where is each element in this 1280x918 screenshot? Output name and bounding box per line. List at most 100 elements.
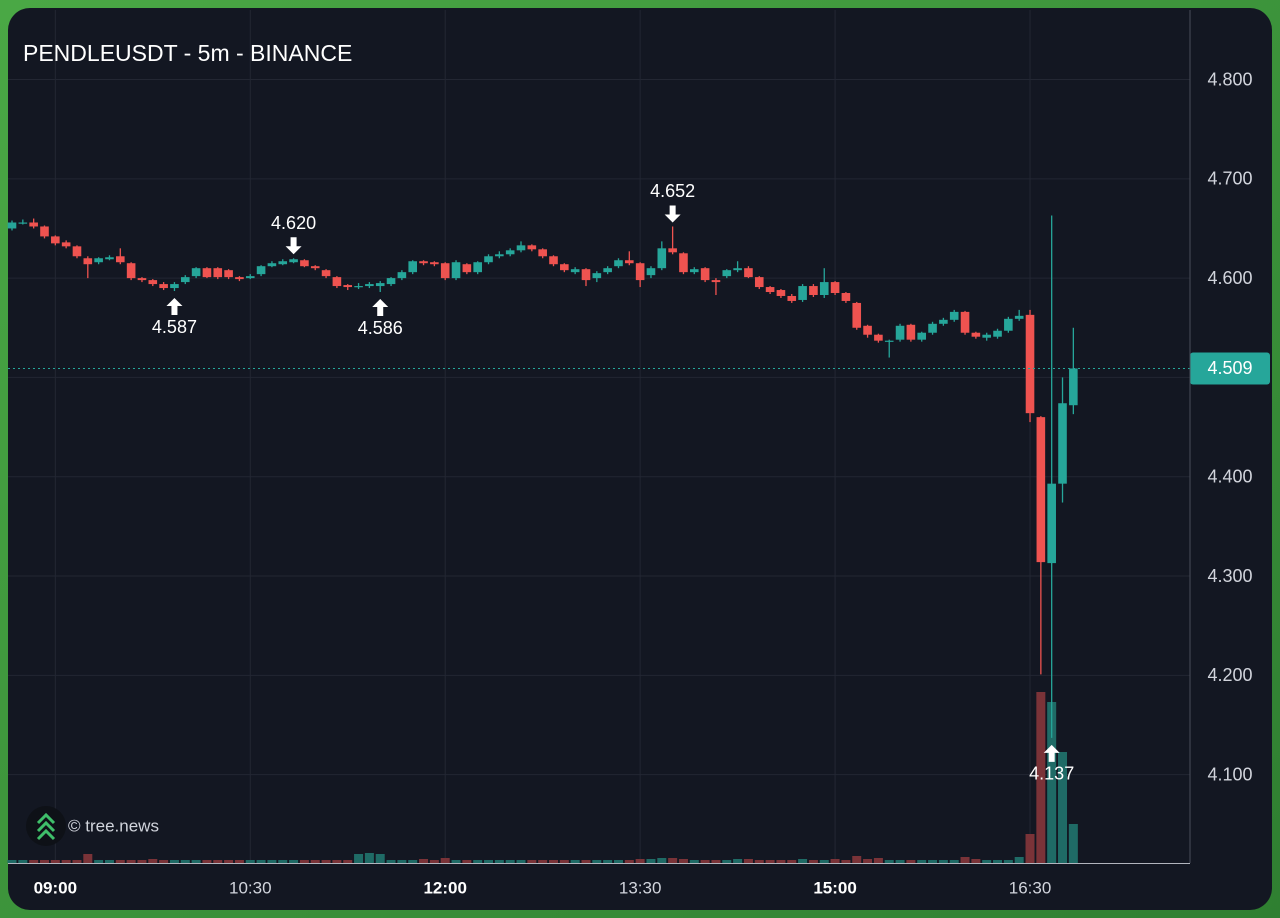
candle-body [397, 272, 407, 279]
volume-bar [570, 860, 580, 863]
candle-body [29, 222, 38, 227]
candle-body [419, 261, 428, 264]
candle-body [939, 319, 948, 324]
candle-body [1069, 368, 1078, 406]
volume-bar [1068, 824, 1078, 863]
candle-body [365, 284, 374, 287]
candle-body [94, 258, 103, 263]
last-price-label: 4.509 [1207, 358, 1252, 378]
volume-bar [289, 860, 299, 863]
volume-bar [29, 860, 39, 863]
x-tick-label: 15:00 [813, 878, 856, 897]
volume-bar [971, 859, 981, 863]
candle-body [917, 332, 927, 340]
y-tick-label: 4.700 [1207, 169, 1252, 189]
volume-bar [310, 860, 320, 863]
volume-bar [581, 860, 591, 863]
candle-body [191, 268, 201, 277]
volume-bar [462, 860, 472, 863]
candle-body [354, 286, 363, 288]
candle-body [213, 268, 223, 278]
volume-bar [408, 860, 418, 863]
volume-bar [743, 859, 753, 863]
candle-body [72, 246, 82, 257]
candle-body [462, 264, 472, 273]
candle-body [809, 286, 818, 295]
candle-body [949, 311, 959, 320]
volume-bar [689, 860, 699, 863]
candle-body [332, 277, 342, 287]
candle-body [495, 254, 504, 257]
volume-bar [494, 860, 504, 863]
candle-body [592, 273, 602, 279]
candle-body [614, 260, 623, 267]
candle-body [722, 270, 732, 277]
candle-body [278, 261, 288, 265]
candle-body [267, 263, 277, 267]
volume-bar [343, 860, 353, 863]
volume-bar [993, 860, 1003, 863]
volume-bar [61, 860, 71, 863]
volume-bar [267, 860, 277, 863]
volume-bar [668, 858, 678, 863]
volume-bar [776, 860, 786, 863]
candle-body [386, 278, 396, 285]
volume-bar [440, 858, 450, 863]
candle-body [289, 259, 298, 263]
volume-bar [678, 859, 688, 863]
candle-body [440, 263, 450, 279]
volume-bar [126, 860, 136, 863]
volume-bar [592, 860, 602, 863]
candle-body [1036, 417, 1046, 563]
volume-bar [798, 859, 808, 863]
chart-title: PENDLEUSDT - 5m - BINANCE [23, 40, 352, 66]
volume-bar [765, 860, 775, 863]
candle-body [668, 248, 677, 253]
annotation-label: 4.587 [152, 317, 197, 337]
volume-bar [1058, 752, 1068, 863]
candle-body [516, 245, 526, 251]
volume-bar [180, 860, 190, 863]
volume-bar [1036, 692, 1046, 863]
annotation-arrow [372, 299, 389, 317]
volume-bar [863, 859, 873, 863]
volume-bar [928, 860, 938, 863]
volume-bar [202, 860, 212, 863]
candle-body [202, 268, 212, 278]
candle-body [83, 258, 93, 265]
candle-body [581, 269, 591, 281]
volume-bar [1047, 702, 1057, 863]
candle-body [148, 280, 158, 285]
annotation-label: 4.586 [358, 318, 403, 338]
volume-bar [711, 860, 721, 863]
volume-bar [841, 860, 851, 863]
volume-bar [808, 860, 818, 863]
candle-body [841, 293, 851, 301]
volume-bar [722, 860, 732, 863]
volume-bar [852, 856, 862, 863]
annotation-arrow [285, 237, 302, 255]
candle-body [505, 250, 515, 255]
volume-bar [473, 860, 483, 863]
candle-body [560, 264, 569, 271]
volume-bar [646, 859, 656, 863]
y-tick-label: 4.800 [1207, 69, 1252, 89]
volume-bar [819, 860, 829, 863]
candle-body [971, 332, 981, 337]
candle-body [430, 262, 439, 265]
candle-body [679, 253, 688, 273]
candle-body [733, 268, 742, 271]
volume-bar [451, 860, 461, 863]
candle-body [884, 340, 894, 342]
candle-body [646, 268, 656, 276]
x-tick-label: 10:30 [229, 878, 272, 897]
volume-bar [549, 860, 558, 863]
candle-body [40, 226, 49, 237]
y-tick-label: 4.200 [1207, 665, 1252, 685]
volume-bar [613, 860, 623, 863]
volume-bar [1014, 857, 1024, 863]
volume-bar [949, 860, 959, 863]
candle-body [137, 278, 147, 281]
y-tick-label: 4.300 [1207, 566, 1252, 586]
